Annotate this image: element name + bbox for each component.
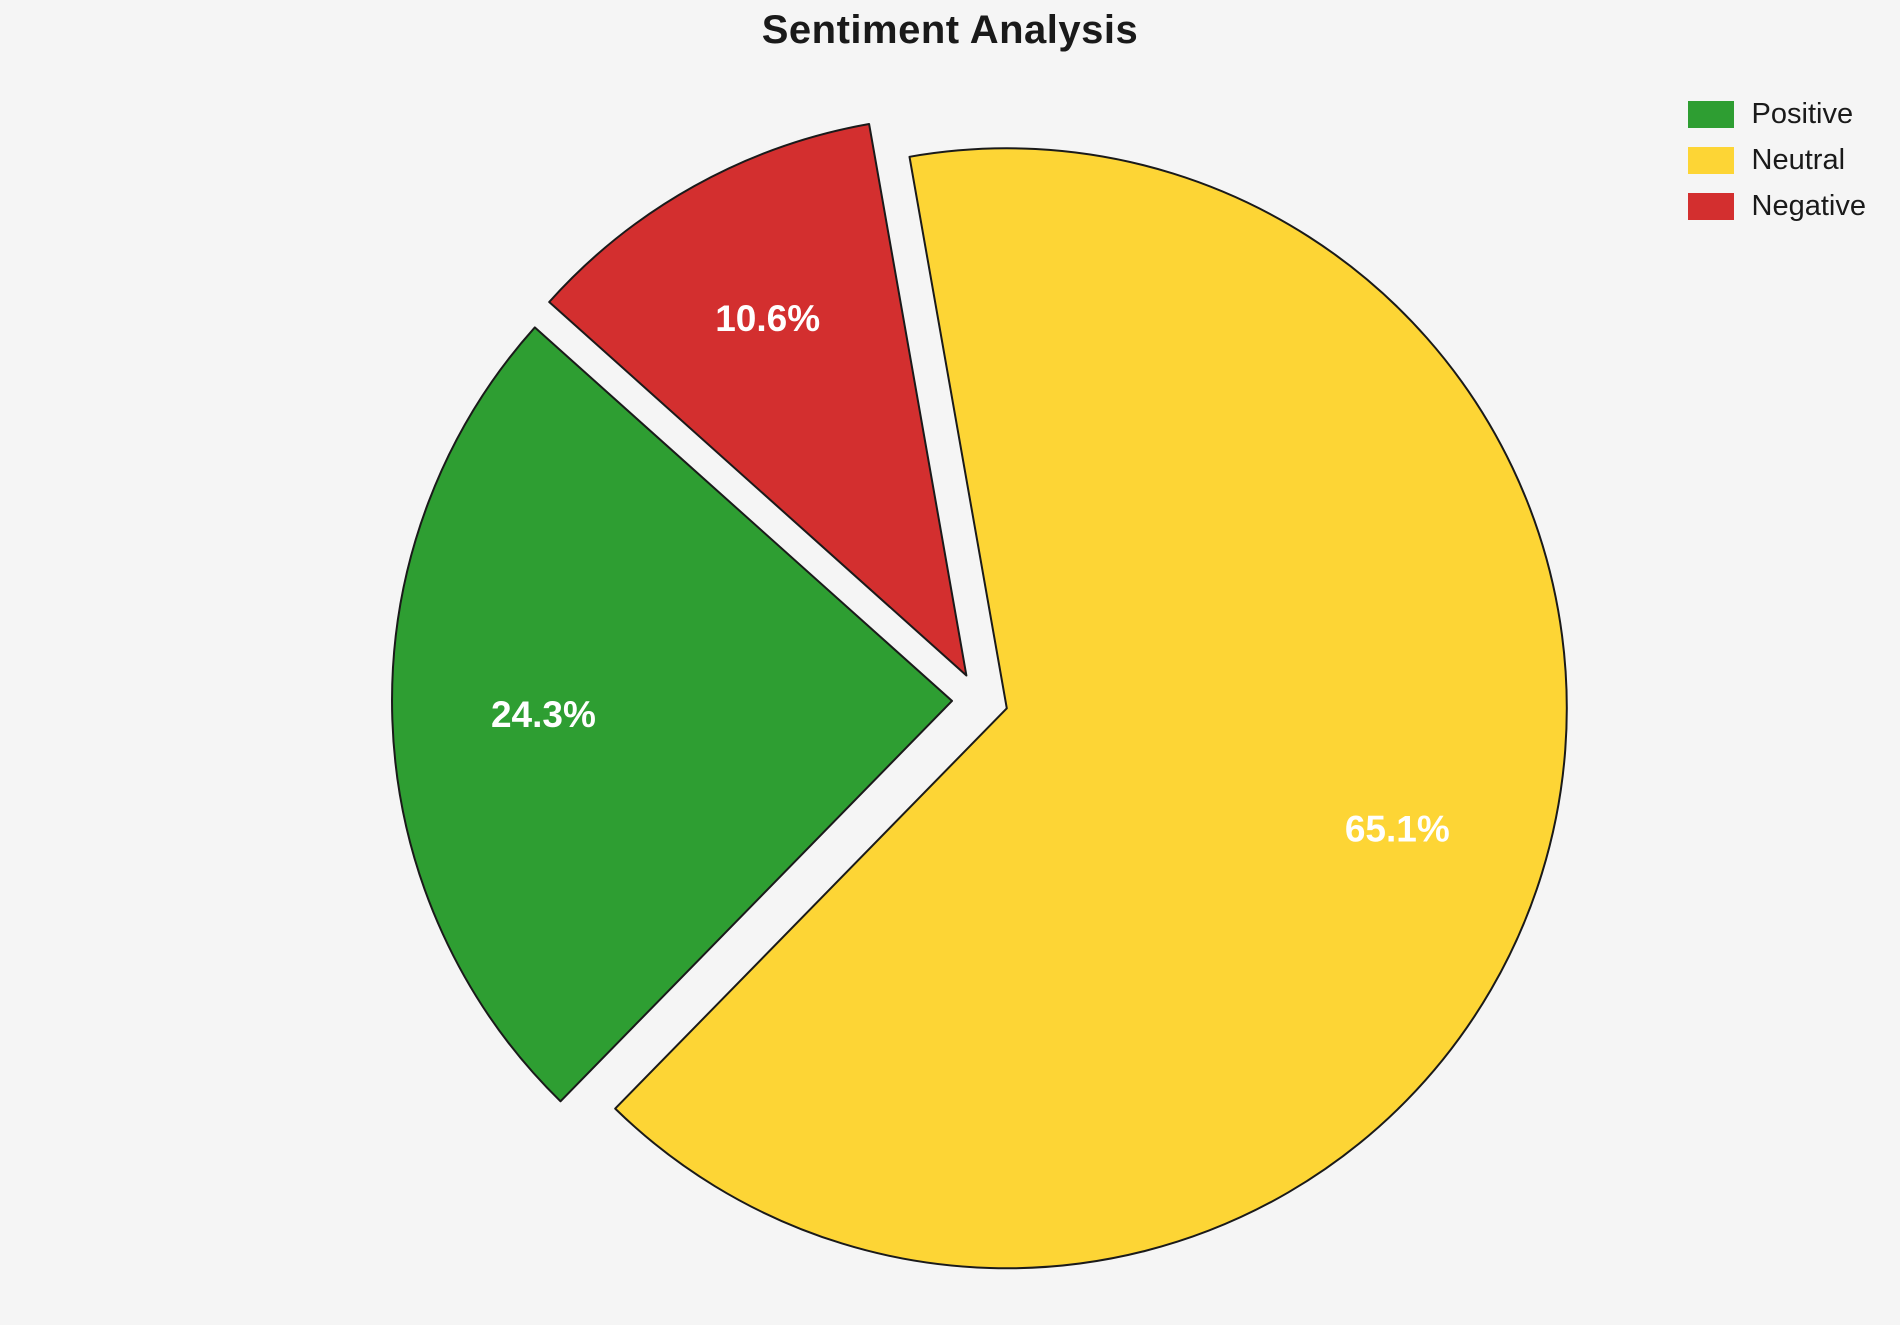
legend-swatch-neutral-icon [1687, 147, 1734, 174]
legend-item-negative: Negative [1687, 190, 1866, 222]
chart-title: Sentiment Analysis [761, 8, 1139, 52]
legend: Positive Neutral Negative [1687, 98, 1866, 222]
legend-label-negative: Negative [1751, 190, 1866, 222]
legend-label-positive: Positive [1751, 98, 1854, 130]
pie-slice-positive [391, 326, 953, 1103]
legend-item-neutral: Neutral [1687, 144, 1866, 176]
legend-swatch-positive-icon [1687, 101, 1734, 128]
slice-pct-label-positive: 24.3% [491, 694, 596, 735]
legend-swatch-negative-icon [1687, 193, 1734, 220]
pie-slice-neutral [614, 147, 1568, 1270]
pie-slice-negative [548, 123, 968, 677]
legend-label-neutral: Neutral [1751, 144, 1846, 176]
legend-item-positive: Positive [1687, 98, 1866, 130]
slice-pct-label-neutral: 65.1% [1345, 809, 1450, 850]
slice-pct-label-negative: 10.6% [715, 298, 820, 339]
